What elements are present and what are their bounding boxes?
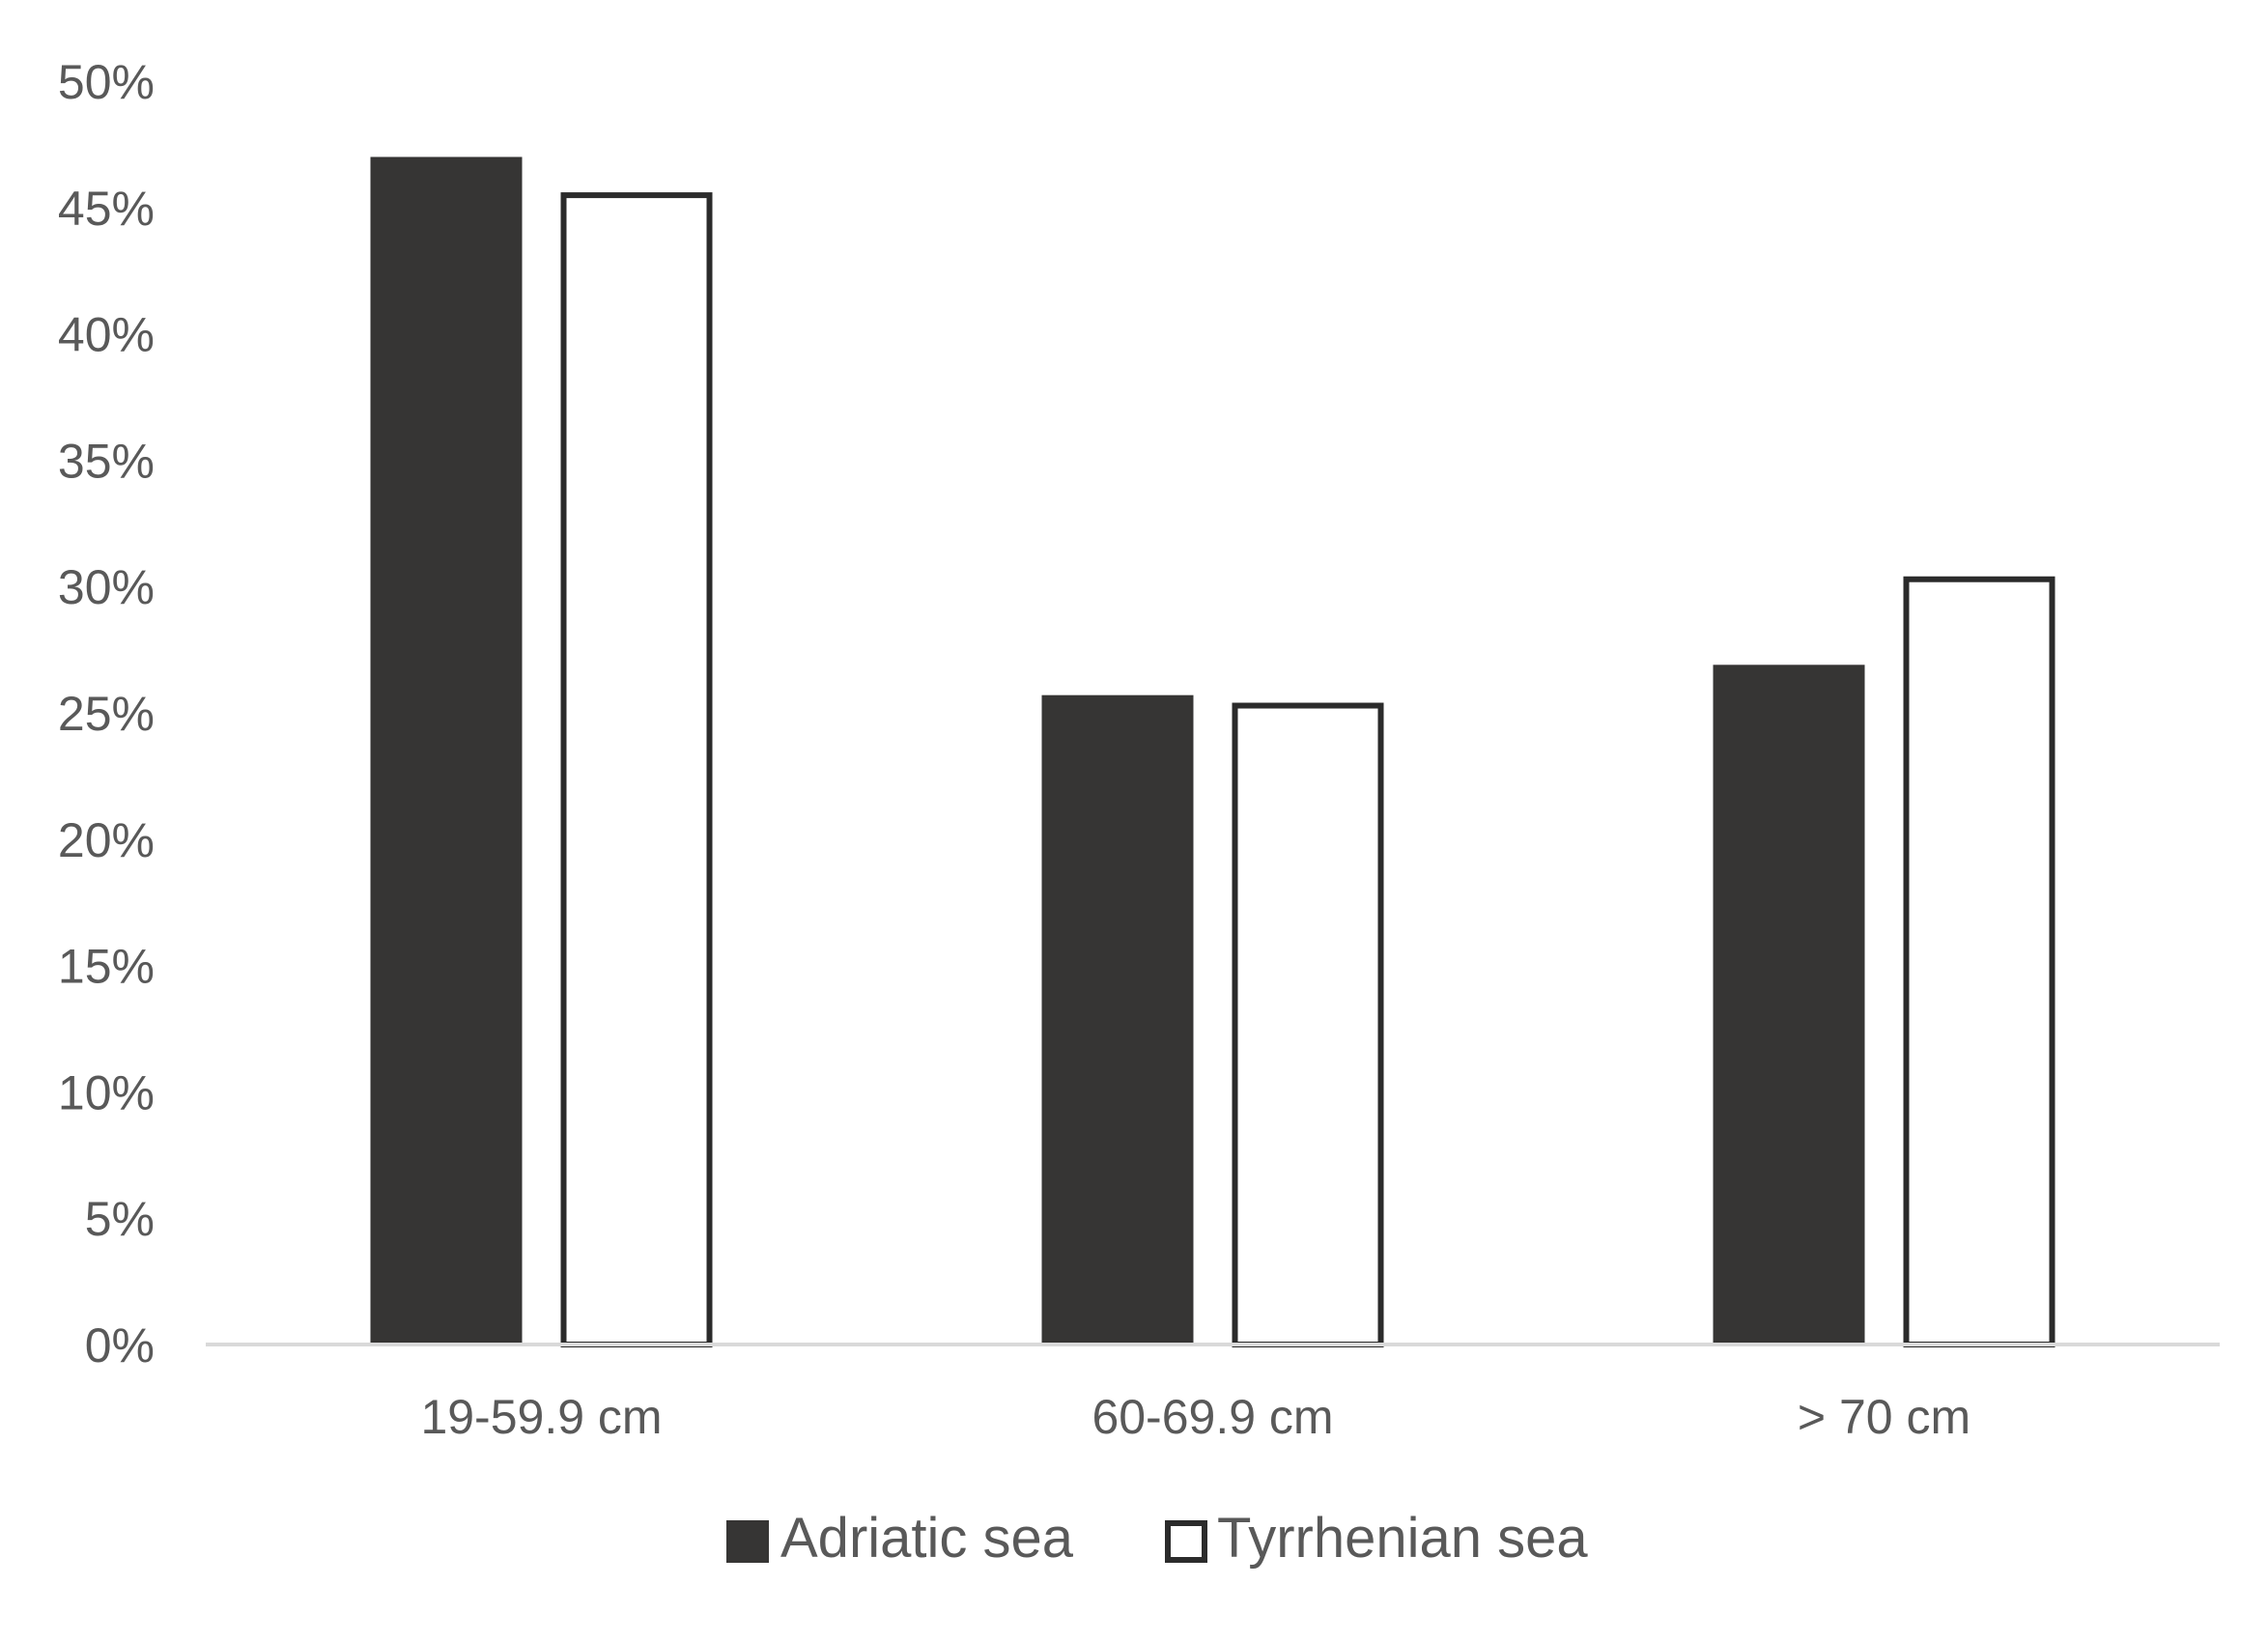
y-tick-label: 5%: [85, 1192, 155, 1246]
y-tick-label: 35%: [58, 434, 155, 488]
bar-adriatic-sea-1: [1041, 694, 1194, 1345]
y-tick-label: 20%: [58, 813, 155, 867]
bar-tyrrhenian-sea-1: [1232, 702, 1384, 1347]
y-tick-label: 40%: [58, 308, 155, 362]
bar-adriatic-sea-2: [1713, 665, 1865, 1345]
y-tick-label: 10%: [58, 1065, 155, 1119]
legend-label: Tyrrhenian sea: [1217, 1507, 1588, 1570]
y-tick-label: 45%: [58, 182, 155, 236]
bars: [370, 156, 2055, 1347]
x-category-label: 60-69.9 cm: [1091, 1390, 1333, 1444]
legend: Adriatic sea Tyrrhenian sea: [726, 1507, 1588, 1570]
bar-tyrrhenian-sea-2: [1903, 576, 2055, 1347]
y-tick-label: 30%: [58, 560, 155, 614]
y-axis-tick-labels: 0% 5% 10% 15% 20% 25% 30% 35% 40% 45% 50%: [58, 55, 155, 1373]
legend-swatch-adriatic-sea: [726, 1520, 769, 1563]
legend-label: Adriatic sea: [780, 1507, 1074, 1570]
legend-swatch-tyrrhenian-sea: [1165, 1520, 1207, 1563]
y-tick-label: 25%: [58, 687, 155, 741]
y-tick-label: 15%: [58, 940, 155, 994]
bar-tyrrhenian-sea-0: [560, 192, 713, 1347]
x-category-label: 19-59.9 cm: [420, 1390, 662, 1444]
y-tick-label: 50%: [58, 55, 155, 109]
x-category-label: > 70 cm: [1798, 1390, 1970, 1444]
bar-adriatic-sea-0: [370, 156, 523, 1345]
y-tick-label: 0%: [85, 1318, 155, 1373]
x-axis-category-labels: 19-59.9 cm 60-69.9 cm > 70 cm: [420, 1390, 1970, 1444]
